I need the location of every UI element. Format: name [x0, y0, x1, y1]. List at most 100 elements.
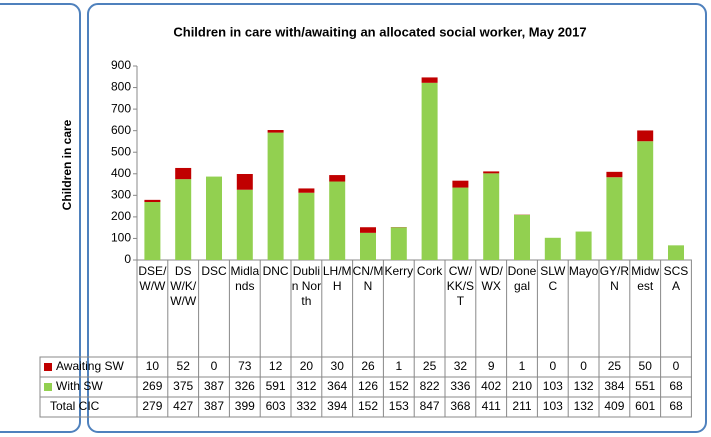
- category-cell: Cork: [416, 264, 443, 278]
- bar-segment: [144, 199, 161, 203]
- y-axis-label: Children in care: [60, 119, 74, 210]
- bar-segment: [421, 77, 438, 83]
- table-value: 68: [669, 379, 683, 393]
- bar-segment: [668, 245, 684, 260]
- table-value: 12: [269, 359, 283, 373]
- table-value: 368: [450, 399, 470, 413]
- table-value: 126: [358, 379, 378, 393]
- table-value: 384: [604, 379, 624, 393]
- table-value: 603: [266, 399, 286, 413]
- category-cell: DSC: [201, 264, 226, 278]
- category-cell: DSE/W/W: [138, 264, 167, 293]
- bar-segment: [452, 180, 469, 188]
- bar-segment: [452, 187, 469, 260]
- y-tick-label: 0: [124, 252, 131, 266]
- table-value: 0: [549, 359, 556, 373]
- category-cell: CW/KK/ST: [447, 264, 474, 308]
- bar-segment: [236, 173, 253, 190]
- bar-segment: [606, 177, 623, 260]
- x-tick-label: LH/MH: [322, 264, 352, 293]
- y-tick-label: 900: [111, 58, 131, 72]
- bar-segment: [175, 167, 192, 180]
- y-tick-label: 800: [111, 80, 131, 94]
- category-cell: LH/MH: [322, 264, 352, 293]
- table-value: 211: [512, 399, 531, 413]
- bar-segment: [637, 141, 654, 260]
- table-value: 210: [512, 379, 532, 393]
- table-value: 402: [481, 379, 501, 393]
- category-cell: Dublin North: [291, 264, 322, 308]
- table-value: 1: [395, 359, 402, 373]
- table-value: 847: [420, 399, 440, 413]
- x-tick-label: Donegal: [507, 264, 537, 293]
- table-value: 25: [423, 359, 437, 373]
- table-value: 394: [327, 399, 347, 413]
- y-tick-label: 300: [111, 188, 131, 202]
- bar-segment: [575, 231, 592, 260]
- table-value: 103: [543, 379, 563, 393]
- table-value: 591: [266, 379, 286, 393]
- table-row: [39, 396, 692, 418]
- table-value: 411: [482, 399, 501, 413]
- table-value: 336: [450, 379, 470, 393]
- table-value: 312: [296, 379, 316, 393]
- y-tick-label: 200: [111, 209, 131, 223]
- x-tick-label: Cork: [416, 264, 443, 278]
- y-tick-label: 500: [111, 144, 131, 158]
- x-tick-label: Dublin North: [291, 264, 322, 308]
- bar-segment: [637, 130, 654, 142]
- x-tick-label: Kerry: [384, 264, 414, 278]
- category-cell: WD/WX: [480, 264, 503, 293]
- table-value: 409: [604, 399, 624, 413]
- table-value: 30: [331, 359, 345, 373]
- table-value: 153: [389, 399, 409, 413]
- x-tick-label: DSE/W/W: [138, 264, 167, 293]
- table-value: 332: [296, 399, 316, 413]
- table-value: 387: [204, 379, 224, 393]
- table-value: 326: [235, 379, 255, 393]
- x-tick-label: Midwest: [631, 264, 660, 293]
- legend-swatch: [44, 363, 52, 371]
- bar-segment: [206, 176, 222, 260]
- table-value: 50: [639, 359, 653, 373]
- bar-segment: [298, 188, 315, 193]
- table-value: 132: [574, 379, 594, 393]
- table-value: 1: [519, 359, 526, 373]
- table-value: 152: [389, 379, 409, 393]
- category-cell: DSW/K/W/W: [170, 264, 197, 308]
- table-value: 279: [142, 399, 162, 413]
- x-tick-label: DNC: [262, 264, 289, 278]
- category-cell: SCSA: [663, 264, 689, 293]
- x-tick-label: SCSA: [663, 264, 689, 293]
- table-value: 364: [327, 379, 347, 393]
- table-value: 26: [361, 359, 375, 373]
- bar-segment: [267, 132, 284, 260]
- table-value: 10: [146, 359, 160, 373]
- category-cell: Donegal: [507, 264, 537, 293]
- table-value: 9: [488, 359, 495, 373]
- side-panel: [0, 3, 81, 433]
- bar-segment: [421, 82, 438, 261]
- table-value: 375: [173, 379, 193, 393]
- table-value: 601: [635, 399, 655, 413]
- bar-segment: [483, 171, 500, 174]
- bar-segment: [236, 189, 253, 260]
- bar-segment: [329, 175, 346, 182]
- bar-segment: [144, 202, 161, 260]
- legend-label: Awaiting SW: [56, 359, 124, 373]
- bar-segment: [606, 171, 623, 178]
- category-cell: CN/MN: [353, 264, 384, 293]
- bar-segment: [390, 227, 407, 260]
- bar-segment: [175, 179, 192, 260]
- bar-segment: [298, 192, 315, 260]
- table-value: 0: [211, 359, 218, 373]
- x-tick-label: DSW/K/W/W: [170, 264, 197, 308]
- x-tick-label: SLWC: [540, 264, 566, 293]
- category-cell: Kerry: [384, 264, 414, 278]
- table-value: 103: [543, 399, 563, 413]
- y-tick-label: 600: [111, 123, 131, 137]
- table-value: 25: [608, 359, 622, 373]
- table-value: 20: [300, 359, 314, 373]
- y-tick-label: 700: [111, 101, 131, 115]
